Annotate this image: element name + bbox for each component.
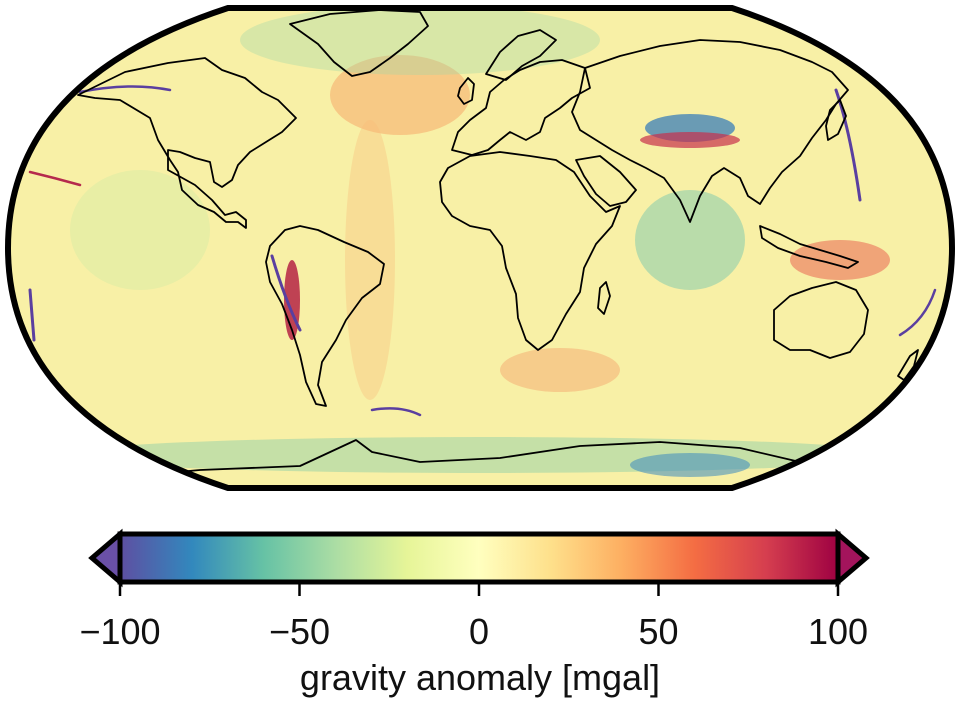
coastline-europe (451, 59, 591, 156)
southern-ocean-band (60, 437, 900, 473)
map-frame (4, 5, 956, 491)
colorbar-tick-label: 50 (638, 611, 678, 652)
japan-trench (834, 88, 862, 202)
colorbar-gradient (117, 531, 841, 585)
peru-chile-trench (270, 254, 302, 332)
coastline-south-america (265, 225, 385, 407)
arctic-low (240, 8, 600, 75)
anomaly-patches (60, 8, 900, 477)
tonga-trench (898, 288, 937, 337)
colorbar-over-triangle (835, 528, 870, 588)
north-atlantic-high (330, 55, 470, 135)
colorbar-tick-label: 0 (469, 611, 489, 652)
colorbar-label: gravity anomaly [mgal] (300, 657, 660, 698)
colorbar-tick-label: 100 (808, 611, 868, 652)
indonesia-high (790, 240, 890, 280)
colorbar-ticks: −100 −50 0 50 100 (79, 582, 868, 652)
south-africa-high (500, 348, 620, 392)
coastline-indonesia (759, 225, 859, 269)
coastline-japan (825, 99, 847, 141)
coastline-asia (571, 39, 849, 223)
himalaya-high (640, 132, 740, 148)
scotia-arc (370, 407, 422, 417)
coastline-africa (439, 151, 621, 351)
indian-ocean-low (635, 190, 745, 290)
coastline-uk (457, 77, 475, 105)
west-pacific-trench (28, 288, 36, 342)
colorbar-tick-label: −50 (269, 611, 330, 652)
colorbar-under-triangle (88, 528, 123, 588)
coastline-arabia (575, 155, 637, 207)
world-map (4, 5, 956, 491)
coastline-madagascar (597, 281, 611, 315)
ocean-trenches (28, 85, 937, 417)
colorbar-tick-label: −100 (79, 611, 160, 652)
coastline-australia (773, 281, 869, 359)
coastline-north-america (77, 57, 297, 229)
coastline-scandinavia (485, 29, 557, 81)
aleutian-trench (78, 85, 172, 94)
antarctic-low (630, 453, 750, 477)
pacific-patch-east (70, 170, 210, 290)
colorbar: −100 −50 0 50 100 gravity anomaly [mgal] (79, 528, 870, 698)
mid-atlantic-ridge (345, 120, 395, 400)
hawaii-chain (28, 170, 82, 187)
